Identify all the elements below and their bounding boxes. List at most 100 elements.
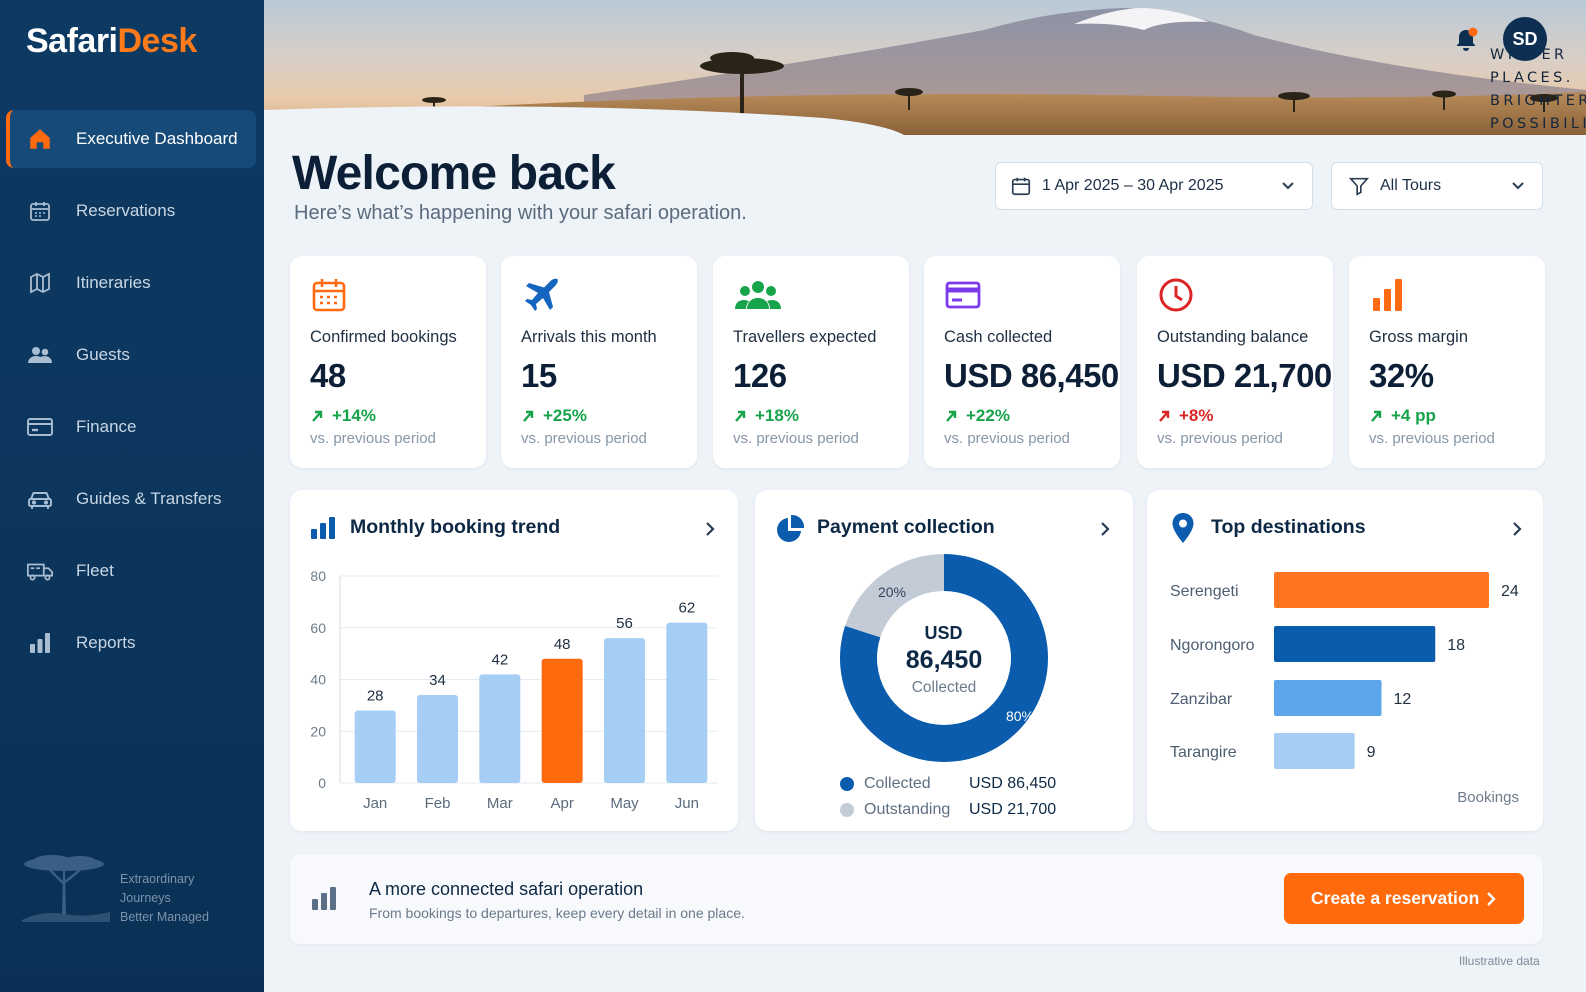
bar-value-label: 9 [1367,744,1376,761]
kpi-label: Outstanding balance [1157,328,1309,346]
sidebar-item-finance[interactable]: Finance [6,398,256,456]
page-subtitle: Here’s what’s happening with your safari… [294,202,747,224]
app-logo[interactable]: SafariDesk [26,22,197,61]
category-label: Ngorongoro [1170,637,1255,654]
chevron-right-icon[interactable] [1509,520,1525,543]
kpi-delta-value: +25% [543,406,587,425]
payment-collection-panel: Payment collection 80% 20% USD 86,450 Col… [755,490,1133,831]
kpi-card-gross-margin[interactable]: Gross margin 32% +4 pp vs. previous peri… [1349,256,1545,468]
tagline-line: Better Managed [120,910,209,924]
sidebar: SafariDesk Executive Dashboard Reservati… [0,0,264,992]
kpi-card-cash-collected[interactable]: Cash collected USD 86,450 +22% vs. previ… [924,256,1120,468]
credit-card-icon [26,413,54,441]
kpi-card-travellers[interactable]: Travellers expected 126 +18% vs. previou… [713,256,909,468]
legend-amount: USD 21,700 [969,801,1057,818]
logo-text-safari: Safari [26,22,118,60]
y-tick-label: 20 [310,723,326,739]
panel-title: Payment collection [817,516,995,538]
kpi-period: vs. previous period [944,430,1070,447]
payment-collection-donut-chart: 80% 20% [840,554,1048,762]
sidebar-item-label: Fleet [76,561,114,580]
kpi-period: vs. previous period [1369,430,1495,447]
sidebar-item-itineraries[interactable]: Itineraries [6,254,256,312]
bar-zanzibar [1274,680,1382,716]
bar-jan [354,710,396,783]
legend-item-outstanding: Outstanding USD 21,700 [840,797,1120,823]
kpi-card-arrivals[interactable]: Arrivals this month 15 +25% vs. previous… [501,256,697,468]
create-reservation-button[interactable]: Create a reservation [1284,873,1524,924]
bar-chart-icon [310,516,336,545]
kpi-period: vs. previous period [521,430,647,447]
hero-banner: WILDER PLACES. BRIGHTER POSSIBILITIES. [264,0,1586,135]
page-title: Welcome back [292,147,616,200]
chevron-right-icon[interactable] [702,520,718,543]
category-label: Zanzibar [1170,691,1233,708]
x-tick-label: Jun [675,795,699,812]
truck-icon [26,557,54,585]
bar-value-label: 56 [616,615,633,632]
sidebar-item-guests[interactable]: Guests [6,326,256,384]
kpi-label: Cash collected [944,328,1053,346]
legend-item-collected: Collected USD 86,450 [840,771,1120,797]
tagline-line: Extraordinary [120,872,195,886]
x-tick-label: Feb [425,795,451,812]
legend-amount: USD 86,450 [969,775,1057,792]
kpi-delta-value: +8% [1179,406,1214,425]
bar-value-label: 42 [491,651,508,668]
sidebar-item-label: Itineraries [76,273,151,292]
donut-slice-outstanding [845,554,944,638]
kpi-delta: +8% [1157,406,1214,426]
trend-up-icon [1371,410,1382,422]
bar-value-label: 48 [554,636,571,653]
calendar-icon [1010,175,1032,197]
date-range-value: 1 Apr 2025 – 30 Apr 2025 [1042,177,1224,194]
chevron-down-icon [1280,177,1296,198]
date-range-select[interactable]: 1 Apr 2025 – 30 Apr 2025 [995,162,1313,210]
logo-text-desk: Desk [117,22,198,60]
bar-value-label: 12 [1394,691,1412,708]
kpi-value: 126 [733,357,787,394]
x-tick-label: Mar [487,795,513,812]
kpi-delta-value: +18% [755,406,799,425]
chevron-right-icon[interactable] [1097,520,1113,543]
kpi-value: 15 [521,357,557,394]
sidebar-item-reports[interactable]: Reports [6,614,256,672]
illustrative-data-note: Illustrative data [1459,954,1540,968]
notifications-bell-icon[interactable] [1452,26,1480,54]
acacia-tree-icon [22,855,110,922]
group-icon [733,276,783,314]
kpi-period: vs. previous period [310,430,436,447]
sidebar-item-executive-dashboard[interactable]: Executive Dashboard [6,110,256,168]
donut-slice-collected [840,554,1048,762]
kpi-period: vs. previous period [733,430,859,447]
home-icon [26,125,54,153]
sidebar-item-reservations[interactable]: Reservations [6,182,256,240]
sidebar-footer-tagline: Extraordinary Journeys Better Managed [120,870,209,927]
pie-chart-icon [775,514,805,549]
kilimanjaro-landscape-image [264,8,1586,135]
kpi-label: Confirmed bookings [310,328,457,346]
legend-swatch [840,803,854,817]
kpi-delta: +18% [733,406,799,426]
filter-icon [1348,175,1370,197]
kpi-card-confirmed-bookings[interactable]: Confirmed bookings 48 +14% vs. previous … [290,256,486,468]
sidebar-item-guides-transfers[interactable]: Guides & Transfers [6,470,256,528]
cta-strip-subtitle: From bookings to departures, keep every … [369,905,745,921]
bar-feb [417,695,458,783]
cta-strip-title: A more connected safari operation [369,879,644,899]
panel-title: Monthly booking trend [350,516,561,538]
trend-up-icon [523,410,534,422]
kpi-delta-value: +4 pp [1391,406,1436,425]
bar-chart-icon [311,885,337,916]
kpi-value: 48 [310,357,346,394]
top-destinations-panel: Top destinations Serengeti 24 Ngorongoro 18… [1147,490,1543,831]
sidebar-item-label: Guides & Transfers [76,489,222,508]
location-pin-icon [1171,512,1195,549]
sidebar-footer: Extraordinary Journeys Better Managed [22,852,252,932]
y-tick-label: 40 [310,672,326,688]
tours-filter-select[interactable]: All Tours [1331,162,1543,210]
top-destinations-bar-chart: Serengeti 24 Ngorongoro 18 Zanzibar 12 Tarangi… [1170,572,1519,769]
avatar[interactable]: SD [1503,17,1547,61]
kpi-card-outstanding-balance[interactable]: Outstanding balance USD 21,700 +8% vs. p… [1137,256,1333,468]
sidebar-item-fleet[interactable]: Fleet [6,542,256,600]
